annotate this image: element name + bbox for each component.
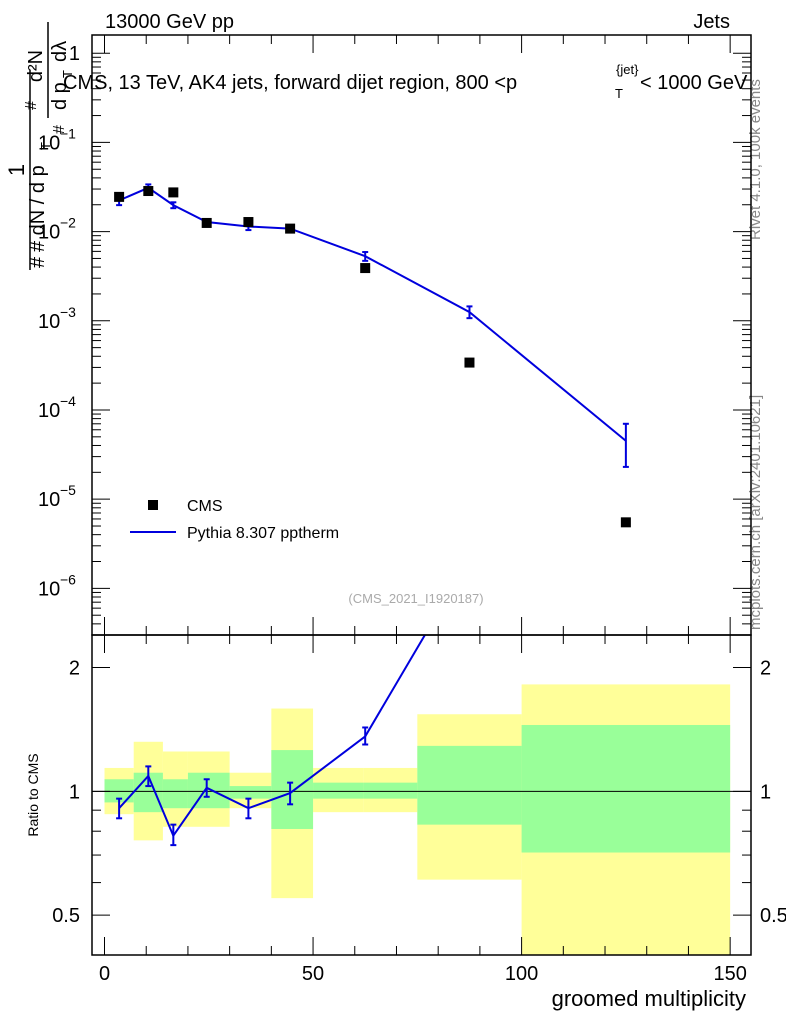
ratio-stat-band bbox=[187, 772, 230, 809]
main-ytick-exp: −5 bbox=[60, 482, 76, 498]
ratio-stat-band bbox=[313, 782, 364, 799]
ratio-stat-band bbox=[417, 745, 522, 825]
ylabel-num: 1 bbox=[4, 164, 29, 176]
ylabel-rhs-num: d²N bbox=[25, 50, 47, 82]
legend-cms-marker bbox=[148, 500, 158, 510]
rivet-label: Rivet 4.1.0, 100k events bbox=[747, 79, 764, 240]
ylabel-rhs-den: d p bbox=[49, 82, 71, 110]
pythia-line bbox=[118, 186, 627, 442]
ratio-frame bbox=[91, 634, 752, 956]
xlabel: groomed multiplicity bbox=[552, 986, 746, 1011]
main-ytick-label: 10 −6 bbox=[38, 571, 76, 600]
ratio-stat-band bbox=[521, 724, 731, 853]
ratio-xtick-label: 0 bbox=[99, 963, 110, 985]
main-panel: 110−110−210−310−410−510−6 (CMS_2021_I192… bbox=[38, 34, 752, 636]
main-ytick-exp: −2 bbox=[60, 215, 76, 231]
ylabel-den: # dN / d p bbox=[27, 165, 49, 252]
ylabel-rhs-hash-top: # bbox=[23, 101, 40, 110]
cms-point bbox=[464, 357, 475, 368]
title-tail: < 1000 GeV bbox=[640, 72, 748, 94]
cms-point bbox=[360, 263, 371, 274]
main-ytick-base: 10 bbox=[38, 222, 60, 244]
main-ytick-exp: −1 bbox=[60, 125, 76, 141]
cms-point bbox=[143, 186, 154, 197]
main-ytick-exp: −3 bbox=[60, 304, 76, 320]
ratio-stat-band bbox=[271, 750, 314, 829]
title-sup: {jet} bbox=[616, 62, 639, 77]
main-ytick-base: 10 bbox=[38, 400, 60, 422]
ratio-ytick-label-right: 0.5 bbox=[760, 905, 786, 927]
ratio-panel: 0 50 100 150 0.5 0.5 1 1 2 2 Ratio to CMS groomed… bbox=[25, 634, 786, 1011]
title-sub: T bbox=[615, 86, 623, 101]
ratio-xtick-label: 100 bbox=[505, 963, 538, 985]
plot-title: CMS, 13 TeV, AK4 jets, forward dijet reg… bbox=[63, 62, 748, 101]
cms-series bbox=[114, 186, 631, 528]
legend: CMS Pythia 8.307 pptherm bbox=[130, 498, 339, 542]
ratio-xtick-label: 50 bbox=[302, 963, 324, 985]
pythia-series bbox=[116, 183, 629, 468]
ratio-xtick-label: 150 bbox=[713, 963, 746, 985]
ylabel-den-sub: T bbox=[38, 142, 53, 150]
header-left: 13000 GeV pp bbox=[105, 11, 234, 33]
ratio-ticks bbox=[92, 635, 751, 956]
ratio-ytick-label: 2 bbox=[69, 658, 80, 680]
ylabel-rhs-den-tail: dλ bbox=[49, 41, 71, 62]
ylabel-den-pre: # bbox=[27, 256, 49, 268]
cms-point bbox=[201, 217, 212, 228]
cms-point bbox=[243, 217, 254, 228]
main-ytick-base: 10 bbox=[38, 311, 60, 333]
cms-point bbox=[114, 191, 125, 202]
ratio-ytick-label: 1 bbox=[69, 781, 80, 803]
ratio-ylabel: Ratio to CMS bbox=[25, 753, 41, 836]
ratio-ytick-label-right: 1 bbox=[760, 781, 771, 803]
main-ticks bbox=[92, 35, 751, 636]
cms-point bbox=[168, 187, 179, 198]
ratio-tick-labels: 0 50 100 150 0.5 0.5 1 1 2 2 bbox=[52, 658, 786, 985]
ylabel-rhs-hash-bot: # bbox=[51, 125, 68, 134]
main-ytick-label: 10 −3 bbox=[38, 304, 76, 333]
main-ytick-labels: 110−110−210−310−410−510−6 bbox=[38, 43, 80, 600]
pythia-ratio-line bbox=[118, 634, 426, 838]
cms-point bbox=[285, 223, 296, 234]
main-ytick-label: 10 −5 bbox=[38, 482, 76, 511]
title-main: CMS, 13 TeV, AK4 jets, forward dijet reg… bbox=[63, 72, 517, 94]
header-right: Jets bbox=[693, 11, 730, 33]
main-ylabel: 1 # # dN / d p T # d²N # d p T dλ bbox=[4, 22, 75, 270]
main-frame bbox=[91, 34, 752, 636]
main-ytick-label: 10 −1 bbox=[38, 125, 76, 154]
main-ytick-label: 10 −4 bbox=[38, 393, 76, 422]
ratio-ytick-label: 0.5 bbox=[52, 905, 80, 927]
cms-point bbox=[620, 517, 631, 528]
main-ytick-base: 10 bbox=[38, 489, 60, 511]
legend-cms-label: CMS bbox=[187, 498, 223, 515]
ratio-stat-band bbox=[104, 779, 134, 803]
main-ytick-exp: −6 bbox=[60, 571, 76, 587]
ratio-bands bbox=[104, 684, 731, 955]
pythia-ratio-series bbox=[116, 634, 426, 847]
watermark: (CMS_2021_I1920187) bbox=[348, 591, 483, 606]
ratio-stat-band bbox=[229, 786, 272, 799]
main-ytick-label: 10 −2 bbox=[38, 215, 76, 244]
ratio-ytick-label-right: 2 bbox=[760, 658, 771, 680]
main-ytick-base: 10 bbox=[38, 132, 60, 154]
main-ytick-base: 10 bbox=[38, 578, 60, 600]
main-ytick-exp: −4 bbox=[60, 393, 76, 409]
ylabel-rhs-den-sub: T bbox=[60, 70, 75, 78]
ratio-stat-band bbox=[363, 782, 418, 799]
ratio-stat-band bbox=[162, 779, 188, 809]
legend-pythia-label: Pythia 8.307 pptherm bbox=[187, 525, 339, 542]
main-ytick-label: 1 bbox=[69, 43, 80, 65]
